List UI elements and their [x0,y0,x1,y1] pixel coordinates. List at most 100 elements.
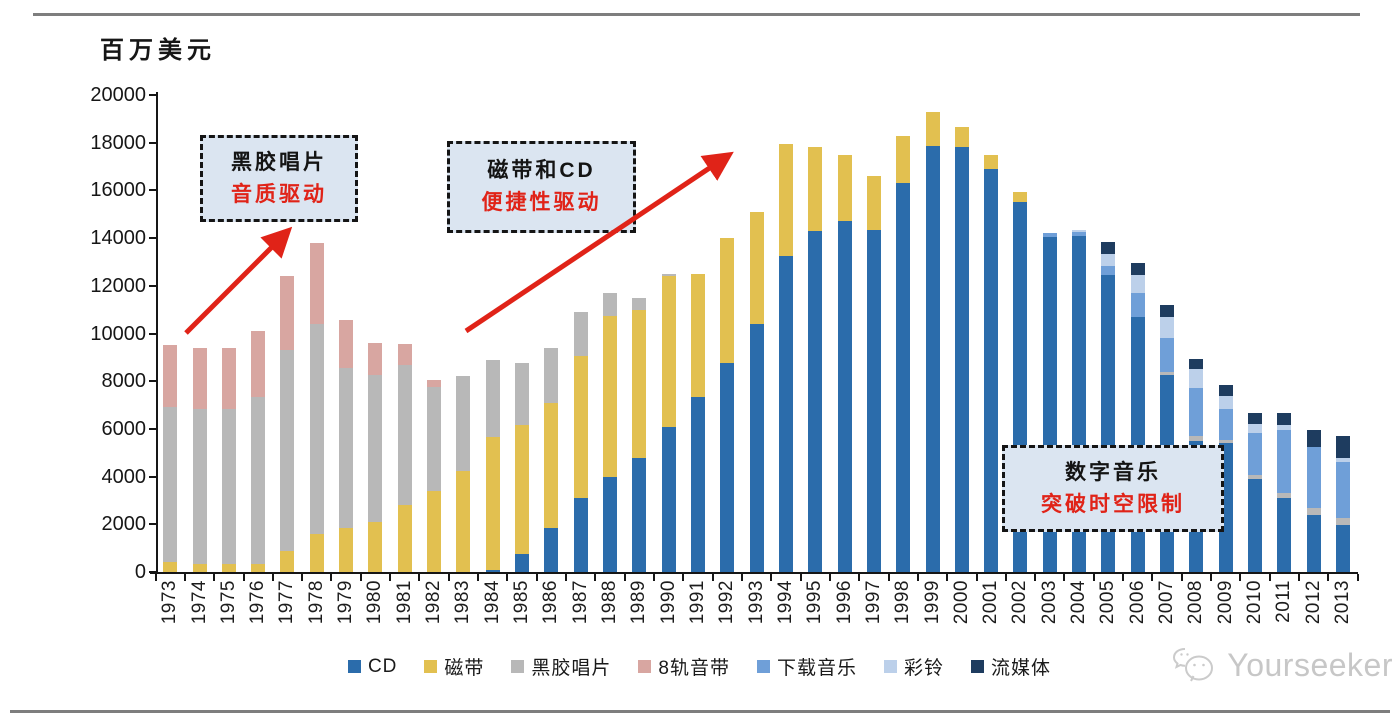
x-tick [1034,574,1037,581]
bar-segment-1981-8轨音带 [397,344,412,365]
bar-segment-1998-磁带 [896,135,911,184]
y-tick [149,189,157,192]
bar-1980 [368,343,383,572]
bar-segment-2008-流媒体 [1189,358,1204,370]
bar-segment-2006-下载音乐 [1130,293,1145,317]
bar-segment-1993-CD [749,323,764,572]
legend-label: 彩铃 [904,658,945,679]
bar-1982 [427,380,442,572]
x-tick [946,574,949,581]
bar-2010 [1248,412,1263,572]
bar-segment-1987-CD [573,498,588,572]
bar-segment-1985-CD [515,554,530,572]
bar-segment-1979-8轨音带 [339,320,354,369]
bar-segment-1996-CD [837,221,852,572]
bar-segment-1992-磁带 [720,238,735,364]
year-label-1997: 1997 [862,580,884,625]
bar-segment-1992-CD [720,363,735,572]
bar-1989 [632,298,647,572]
y-tick-label: 8000 [101,370,147,393]
bar-segment-1975-磁带 [221,563,236,572]
bar-segment-1991-磁带 [690,273,705,397]
bar-segment-2009-彩铃 [1218,396,1233,409]
legend-swatch [424,660,438,673]
bar-1975 [221,347,236,572]
bar-segment-2011-流媒体 [1277,413,1292,426]
bar-segment-1974-8轨音带 [192,347,207,409]
bar-segment-1998-CD [896,183,911,572]
legend-swatch [971,660,985,673]
bar-segment-1993-磁带 [749,211,764,324]
x-tick [828,574,831,581]
year-label-2002: 2002 [1009,580,1031,625]
bar-1991 [690,273,705,572]
wechat-bubbles-icon [1173,648,1214,682]
x-tick [1268,574,1271,581]
year-label-1973: 1973 [159,580,181,625]
x-tick [1239,574,1242,581]
bar-segment-2002-磁带 [1013,191,1028,203]
x-tick [1004,574,1007,581]
x-tick [213,574,216,581]
bar-segment-2013-下载音乐 [1336,461,1350,519]
bar-segment-2003-下载音乐 [1042,233,1057,237]
x-tick [418,574,421,581]
year-label-1976: 1976 [247,580,269,625]
bar-segment-1994-CD [778,256,793,572]
bar-1977 [280,276,295,572]
bottom-divider-rule [10,710,1390,713]
bar-segment-2013-流媒体 [1336,436,1350,459]
y-tick-label: 18000 [90,131,146,154]
bar-1987 [573,312,588,572]
bar-segment-2013-黑胶唱片 [1336,518,1350,526]
bar-segment-1977-磁带 [280,550,295,572]
bar-1990 [661,273,676,572]
bar-segment-2008-下载音乐 [1189,387,1204,437]
callout-vinyl-subtitle: 音质驱动 [231,182,327,206]
year-label-1991: 1991 [686,580,708,625]
year-label-1990: 1990 [657,580,679,625]
bar-segment-2005-下载音乐 [1101,265,1116,276]
bar-1997 [866,176,881,572]
bar-segment-2005-流媒体 [1101,241,1116,254]
bar-segment-2009-下载音乐 [1218,408,1233,440]
bar-1992 [720,238,735,572]
bar-segment-1997-CD [866,229,881,572]
bar-segment-1979-磁带 [339,527,354,572]
bar-segment-2010-黑胶唱片 [1248,475,1263,479]
x-tick [1092,574,1095,581]
legend-item-黑胶唱片: 黑胶唱片 [511,653,611,680]
bar-segment-1995-CD [808,230,823,572]
year-label-2011: 2011 [1273,580,1295,623]
year-label-1983: 1983 [452,580,474,625]
bar-segment-1999-CD [925,146,940,572]
x-tick [711,574,714,581]
bar-segment-1989-磁带 [632,309,647,458]
x-tick [1356,574,1359,581]
y-tick [149,475,157,478]
bar-1996 [837,154,852,572]
bar-segment-1976-黑胶唱片 [251,396,266,564]
year-label-2012: 2012 [1302,580,1324,625]
year-label-1986: 1986 [540,580,562,625]
bar-segment-1976-8轨音带 [251,331,266,397]
bar-segment-1988-磁带 [603,315,617,477]
bar-segment-1976-磁带 [251,563,266,572]
year-label-1994: 1994 [774,580,796,625]
bar-2000 [954,127,969,572]
legend-item-CD: CD [347,656,397,678]
watermark-text: Yourseeker [1227,646,1393,683]
year-label-2013: 2013 [1332,580,1353,625]
bar-2012 [1306,430,1321,572]
bar-segment-1987-磁带 [573,356,588,499]
year-label-1987: 1987 [569,580,591,625]
year-label-1995: 1995 [804,580,826,625]
bar-1981 [397,344,412,572]
year-label-1984: 1984 [481,580,503,625]
y-axis-line [156,92,158,574]
bar-segment-1986-磁带 [544,402,559,528]
callout-cassette-cd-title: 磁带和CD [487,159,596,182]
bar-segment-2008-彩铃 [1189,369,1204,388]
bar-segment-2007-黑胶唱片 [1160,371,1175,376]
x-tick [301,574,304,581]
